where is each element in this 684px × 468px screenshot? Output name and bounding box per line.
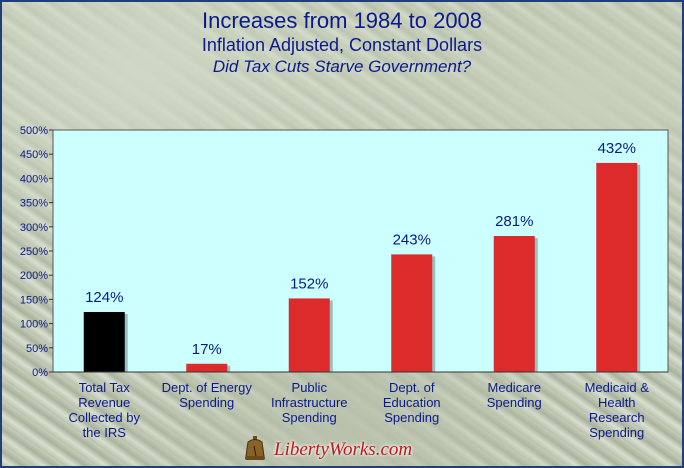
bar: [83, 311, 125, 372]
y-tick-label: 400%: [20, 173, 48, 185]
bar: [596, 162, 638, 372]
y-tick-label: 500%: [20, 125, 48, 137]
bar-value-label: 281%: [495, 213, 533, 230]
x-category-label-line: Total Tax: [79, 380, 131, 395]
bar: [493, 235, 535, 372]
chart-titles: Increases from 1984 to 2008 Inflation Ad…: [2, 8, 682, 78]
x-category-label: Public Infrastructure Spending: [271, 380, 348, 425]
x-category-label-line: Medicaid &: [585, 380, 650, 395]
x-category-label-line: the IRS: [83, 425, 127, 440]
y-tick-label: 300%: [20, 222, 48, 234]
y-tick-label: 100%: [20, 319, 48, 331]
bar: [288, 298, 330, 372]
x-category-label: Dept. of Energy Spending: [162, 380, 253, 410]
x-category-label-line: Spending: [487, 395, 542, 410]
bar-value-label: 17%: [192, 341, 222, 358]
y-tick-label: 350%: [20, 198, 48, 210]
x-category-label-line: Spending: [589, 425, 644, 440]
logo-text: LibertyWorks.com: [274, 439, 413, 460]
liberty-bell-icon: [245, 436, 265, 460]
x-category-label-line: Public: [292, 380, 328, 395]
x-category-label-line: Spending: [179, 395, 234, 410]
chart-title: Increases from 1984 to 2008: [201, 8, 483, 33]
bar-value-label: 432%: [598, 140, 636, 157]
y-tick-label: 250%: [20, 246, 48, 258]
bar-value-label: 243%: [393, 231, 431, 248]
y-tick-label: 450%: [20, 149, 48, 161]
x-category-label-line: Research: [589, 410, 645, 425]
x-category-label-line: Spending: [282, 410, 337, 425]
y-tick-label: 0%: [32, 367, 48, 379]
bar: [391, 254, 433, 372]
x-category-label-line: Revenue: [78, 395, 130, 410]
chart-subtitle-question: Did Tax Cuts Starve Government?: [212, 57, 472, 76]
y-tick-label: 150%: [20, 294, 48, 306]
y-tick-label: 50%: [26, 343, 48, 355]
libertyworks-logo: LibertyWorks.com: [242, 436, 452, 464]
x-category-label-line: Collected by: [68, 410, 140, 425]
bar-value-label: 152%: [290, 275, 328, 292]
x-category-label: Medicare Spending: [487, 380, 542, 410]
x-category-label-line: Health: [598, 395, 636, 410]
plot-area: [52, 129, 669, 373]
bar: [186, 363, 228, 372]
x-category-label: Medicaid & Health Research Spending: [585, 380, 650, 440]
x-category-label-line: Infrastructure: [271, 395, 348, 410]
x-category-label-line: Dept. of: [389, 380, 435, 395]
bar-value-label: 124%: [85, 289, 123, 306]
x-category-label: Total Tax Revenue Collected by the IRS: [68, 380, 140, 440]
x-category-label-line: Spending: [384, 410, 439, 425]
x-category-label-line: Dept. of Energy: [162, 380, 253, 395]
x-category-label-line: Education: [383, 395, 441, 410]
chart-subtitle: Inflation Adjusted, Constant Dollars: [201, 35, 483, 55]
x-category-label: Dept. of Education Spending: [383, 380, 441, 425]
y-tick-label: 200%: [20, 270, 48, 282]
x-category-label-line: Medicare: [488, 380, 541, 395]
